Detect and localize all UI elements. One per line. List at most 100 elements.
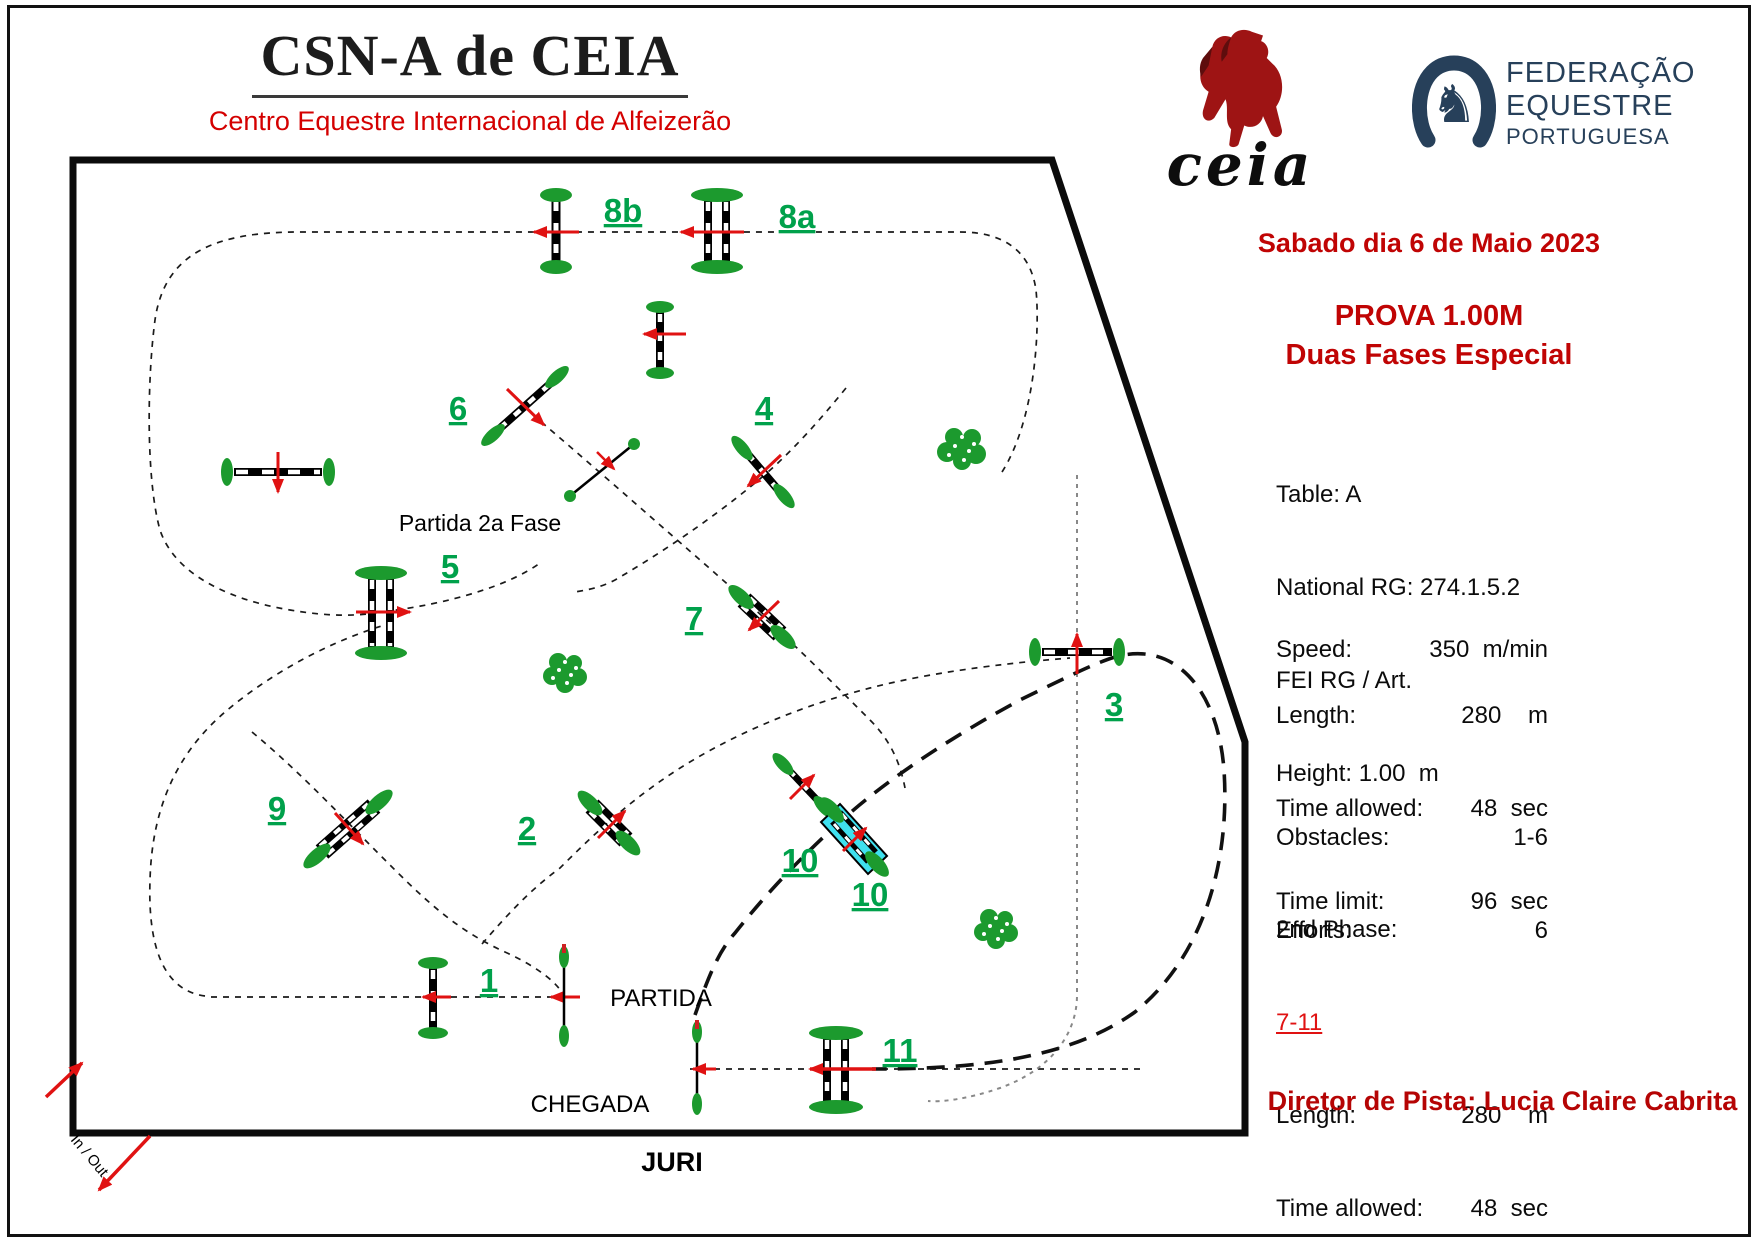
phase2-start-line	[564, 438, 640, 502]
time-allowed-value: 48 sec	[1470, 795, 1548, 822]
page-title: CSN-A de CEIA	[252, 22, 688, 98]
length-label: Length:	[1276, 702, 1357, 729]
fep-wordmark: FEDERAÇÃO EQUESTRE PORTUGUESA	[1506, 57, 1695, 151]
fep-line-2: EQUESTRE	[1506, 90, 1674, 122]
obstacle-counts: Obstacles: 1-6 Efforts: 6	[1276, 760, 1548, 1008]
out-arrow-icon	[97, 1134, 152, 1192]
in-out-label: In / Out	[67, 1132, 112, 1181]
direction-arrow-icon	[788, 773, 816, 801]
obstacle-label-1: 1	[480, 962, 498, 999]
class-title: PROVA 1.00M	[1334, 300, 1524, 332]
detail-national: National RG: 274.1.5.2	[1276, 574, 1521, 601]
spare-obstacle-horizontal	[221, 452, 335, 494]
course-path-phase2	[693, 651, 1227, 1071]
direction-arrow-icon	[746, 453, 783, 488]
detail-fei: FEI RG / Art.	[1276, 667, 1413, 694]
detail-table: Table: A	[1276, 481, 1362, 508]
obstacle-labels: 1 2 3 4 5 6 7 8a 8b 9 10 10 11	[268, 192, 1123, 1069]
finish-flag-icon	[695, 1020, 699, 1029]
ceia-logo: ceia	[1128, 28, 1353, 194]
obstacle-label-10a: 10	[782, 842, 819, 879]
tree-cluster	[974, 909, 1018, 949]
class-details: Table: A National RG: 274.1.5.2 FEI RG /…	[1276, 417, 1548, 851]
time-allowed-row: Time allowed: 48 sec	[1276, 793, 1548, 824]
direction-arrow-icon	[596, 809, 627, 840]
obstacles-value: 1-6	[1513, 824, 1548, 851]
obstacles-row: Obstacles: 1-6	[1276, 822, 1548, 853]
phase2-range: 7-11	[1276, 1009, 1323, 1036]
start-label: PARTIDA	[610, 985, 712, 1012]
obstacle-label-4: 4	[755, 390, 774, 427]
phase2-length-value: 280 m	[1461, 1102, 1548, 1129]
obstacle-11	[691, 1026, 876, 1114]
length-value: 280 m	[1461, 702, 1548, 729]
fep-horseshoe-icon: ♞	[1412, 55, 1496, 148]
obstacle-label-8b: 8b	[604, 192, 643, 229]
arena-border	[69, 156, 1249, 1137]
efforts-row: Efforts: 6	[1276, 915, 1548, 946]
obstacle-7	[728, 584, 796, 650]
direction-arrow-icon	[841, 826, 868, 853]
obstacle-label-2: 2	[518, 810, 536, 847]
speed-value: 350 m/min	[1429, 636, 1548, 663]
page-subtitle: Centro Equestre Internacional de Alfeize…	[208, 106, 732, 136]
obstacle-6	[481, 366, 569, 446]
header: CSN-A de CEIA Centro Equestre Internacio…	[170, 22, 770, 137]
obstacle-label-8a: 8a	[779, 198, 816, 235]
obstacle-3	[1029, 632, 1125, 674]
speed-block: Speed: 350 m/min	[1276, 572, 1548, 727]
speed-row: Speed: 350 m/min	[1276, 634, 1548, 665]
fep-knight-icon: ♞	[1431, 75, 1478, 135]
ceia-horse-icon	[1199, 29, 1283, 148]
obstacle-label-3: 3	[1105, 686, 1123, 723]
obstacle-4	[731, 435, 795, 509]
obstacle-label-5: 5	[441, 548, 459, 585]
phase2-time-allowed-label: Time allowed:	[1276, 1195, 1424, 1222]
spare-obstacle-vertical	[642, 301, 686, 379]
phase2-label: 2nd Phase:	[1276, 916, 1398, 943]
event-date: Sabado dia 6 de Maio 2023	[1257, 228, 1601, 258]
obstacle-2	[577, 790, 641, 856]
obstacle-label-11: 11	[883, 1032, 918, 1069]
efforts-value: 6	[1534, 917, 1548, 944]
fep-logo: ♞ FEDERAÇÃO EQUESTRE PORTUGUESA	[1412, 48, 1695, 160]
speed-label: Speed:	[1276, 636, 1353, 663]
tree-cluster	[937, 428, 986, 470]
efforts-label: Efforts:	[1276, 917, 1352, 944]
obstacle-8b	[532, 188, 579, 274]
phase2-length-row: Length: 280 m	[1276, 1100, 1548, 1131]
direction-arrow-icon	[596, 451, 616, 471]
course-designer: Diretor de Pista: Lucia Claire Cabrita	[1267, 1086, 1738, 1116]
obstacle-1	[418, 957, 580, 1039]
obstacle-label-7: 7	[685, 600, 703, 637]
obstacle-label-10b: 10	[852, 876, 889, 913]
obstacle-5	[355, 566, 412, 660]
phase2-time-allowed-row: Time allowed: 48 sec	[1276, 1193, 1548, 1224]
obstacle-9	[303, 789, 393, 869]
time-limit-value: 96 sec	[1470, 888, 1548, 915]
phase2-length-label: Length:	[1276, 1102, 1357, 1129]
time-limit-row: Time limit: 96 sec	[1276, 886, 1548, 917]
jury-label: JURI	[641, 1147, 703, 1177]
in-arrow-icon	[44, 1061, 84, 1099]
obstacles-label: Obstacles:	[1276, 824, 1390, 851]
obstacle-label-9: 9	[268, 790, 286, 827]
time-limit-label: Time limit:	[1276, 888, 1385, 915]
finish-label: CHEGADA	[531, 1091, 650, 1118]
obstacle-8a	[679, 188, 744, 274]
tree-cluster	[543, 653, 587, 693]
fep-line-3: PORTUGUESA	[1506, 124, 1670, 149]
phase2-block: 2nd Phase: 7-11 Length: 280 m Time allow…	[1276, 852, 1548, 1240]
direction-arrow-icon	[333, 811, 365, 846]
obstacle-label-6: 6	[449, 390, 467, 427]
obstacle-10-water	[819, 797, 889, 877]
phase2-time-allowed-value: 48 sec	[1470, 1195, 1548, 1222]
phase2-start-label: Partida 2a Fase	[399, 510, 561, 536]
course-path-approach-3	[927, 475, 1078, 1103]
direction-arrow-icon	[747, 599, 781, 632]
in-out-gate	[44, 1061, 152, 1192]
fep-line-1: FEDERAÇÃO	[1506, 57, 1696, 89]
length-row: Length: 280 m	[1276, 700, 1548, 731]
